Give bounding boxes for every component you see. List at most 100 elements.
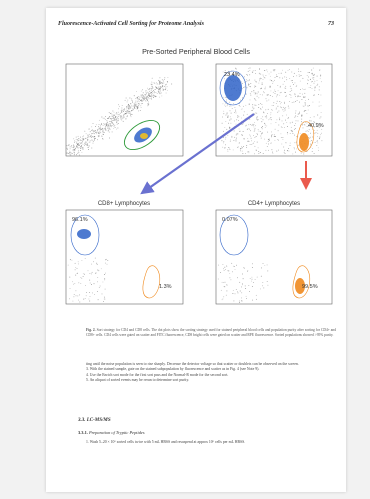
event-dot — [158, 83, 160, 85]
event-dot — [312, 129, 314, 130]
event-dot — [286, 132, 288, 133]
event-dot — [248, 150, 250, 152]
event-dot — [116, 123, 118, 125]
event-dot — [288, 100, 290, 102]
event-dot — [313, 73, 315, 75]
event-dot — [319, 117, 321, 119]
list-item: 3. With the stained sample, gate on the … — [86, 367, 260, 372]
event-dot — [98, 119, 100, 121]
event-dot — [87, 135, 89, 137]
event-dot — [101, 123, 103, 125]
event-dot — [101, 128, 103, 129]
event-dot — [159, 81, 161, 83]
event-dot — [73, 296, 75, 298]
event-dot — [278, 110, 280, 112]
event-dot — [225, 114, 227, 116]
event-dot — [73, 143, 75, 145]
event-dot — [312, 136, 314, 138]
cd4-gate-presort — [296, 121, 315, 153]
event-dot — [111, 126, 113, 128]
event-dot — [91, 271, 93, 273]
event-dot — [77, 148, 79, 150]
event-dot — [77, 135, 79, 137]
event-dot — [102, 124, 104, 126]
event-dot — [105, 124, 107, 126]
event-dot — [88, 141, 90, 143]
event-dot — [253, 92, 255, 94]
event-dot — [313, 122, 315, 124]
event-dot — [239, 99, 241, 101]
event-dot — [283, 123, 285, 125]
event-dot — [252, 106, 254, 108]
event-dot — [234, 136, 236, 138]
event-dot — [311, 73, 313, 74]
event-dot — [282, 83, 284, 85]
event-dot — [294, 125, 296, 126]
event-dot — [113, 119, 115, 121]
event-dot — [76, 142, 77, 144]
event-dot — [270, 86, 271, 88]
continuation-paragraph: ting until the noise population is seen … — [86, 362, 299, 366]
event-dot — [104, 278, 106, 280]
event-dot — [225, 269, 226, 270]
event-dot — [277, 111, 279, 113]
event-dot — [241, 150, 243, 152]
event-dot — [248, 124, 250, 126]
event-dot — [104, 274, 106, 275]
event-dot — [148, 94, 149, 96]
event-dot — [229, 140, 231, 142]
event-dot — [66, 148, 68, 150]
event-dot — [303, 89, 305, 91]
event-dot — [294, 134, 295, 136]
event-dot — [159, 88, 161, 90]
event-dot — [298, 95, 300, 97]
event-dot — [283, 151, 285, 153]
event-dot — [74, 149, 76, 151]
event-dot — [314, 142, 316, 143]
event-dot — [131, 104, 132, 106]
event-dot — [232, 293, 234, 294]
event-dot — [310, 143, 312, 145]
event-dot — [262, 116, 264, 118]
event-dot — [270, 117, 272, 119]
event-dot — [249, 70, 251, 71]
event-dot — [289, 91, 291, 93]
event-dot — [287, 105, 289, 107]
event-dot — [83, 298, 85, 300]
event-dot — [255, 125, 257, 127]
event-dot — [297, 120, 299, 122]
event-dot — [287, 133, 289, 135]
event-dot — [254, 86, 256, 88]
cd4-gate-sorted — [292, 265, 311, 299]
event-dot — [134, 104, 136, 106]
event-dot — [112, 110, 114, 112]
cd8-sort-arrow — [140, 113, 255, 195]
event-dot — [73, 293, 75, 295]
event-dot — [142, 100, 144, 102]
event-dot — [255, 92, 257, 94]
event-dot — [247, 137, 249, 139]
event-dot — [81, 140, 83, 142]
event-dot — [249, 118, 251, 120]
event-dot — [237, 277, 238, 279]
event-dot — [284, 87, 286, 89]
event-dot — [268, 119, 270, 121]
event-dot — [108, 128, 110, 130]
event-dot — [273, 79, 275, 81]
event-dot — [288, 69, 290, 70]
event-dot — [298, 68, 299, 70]
event-dot — [258, 72, 260, 74]
event-dot — [314, 87, 316, 89]
event-dot — [152, 94, 154, 96]
event-dot — [284, 91, 286, 93]
event-dot — [258, 107, 260, 108]
event-dot — [239, 130, 241, 132]
event-dot — [258, 151, 260, 153]
event-dot — [240, 130, 241, 132]
event-dot — [257, 116, 258, 118]
event-dot — [117, 118, 119, 120]
event-dot — [299, 92, 301, 94]
event-dot — [147, 105, 149, 107]
event-dot — [144, 99, 146, 101]
event-dot — [268, 143, 269, 145]
